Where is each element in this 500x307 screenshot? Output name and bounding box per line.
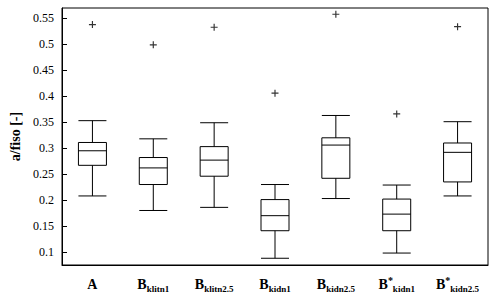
svg-text:0.45: 0.45 xyxy=(33,63,54,77)
svg-text:B: B xyxy=(137,277,146,292)
svg-text:kidn1: kidn1 xyxy=(269,284,292,294)
svg-text:0.35: 0.35 xyxy=(33,115,54,129)
svg-text:0.2: 0.2 xyxy=(39,193,54,207)
svg-text:B: B xyxy=(379,277,388,292)
svg-text:kidn2.5: kidn2.5 xyxy=(326,284,355,294)
svg-text:kidn2.5: kidn2.5 xyxy=(450,284,479,294)
svg-text:B: B xyxy=(195,277,204,292)
svg-text:0.4: 0.4 xyxy=(39,89,54,103)
svg-text:B: B xyxy=(436,277,445,292)
svg-text:B: B xyxy=(259,277,268,292)
svg-text:0.1: 0.1 xyxy=(39,245,54,259)
svg-text:0.5: 0.5 xyxy=(39,37,54,51)
svg-text:B: B xyxy=(317,277,326,292)
svg-text:klitn1: klitn1 xyxy=(147,284,170,294)
svg-text:kidn1: kidn1 xyxy=(393,284,416,294)
svg-text:klitn2.5: klitn2.5 xyxy=(204,284,234,294)
svg-text:A: A xyxy=(87,277,98,292)
svg-text:0.3: 0.3 xyxy=(39,141,54,155)
svg-text:0.55: 0.55 xyxy=(33,11,54,25)
svg-text:0.15: 0.15 xyxy=(33,219,54,233)
svg-text:0.25: 0.25 xyxy=(33,167,54,181)
svg-text:a/fiso [-]: a/fiso [-] xyxy=(8,112,23,161)
